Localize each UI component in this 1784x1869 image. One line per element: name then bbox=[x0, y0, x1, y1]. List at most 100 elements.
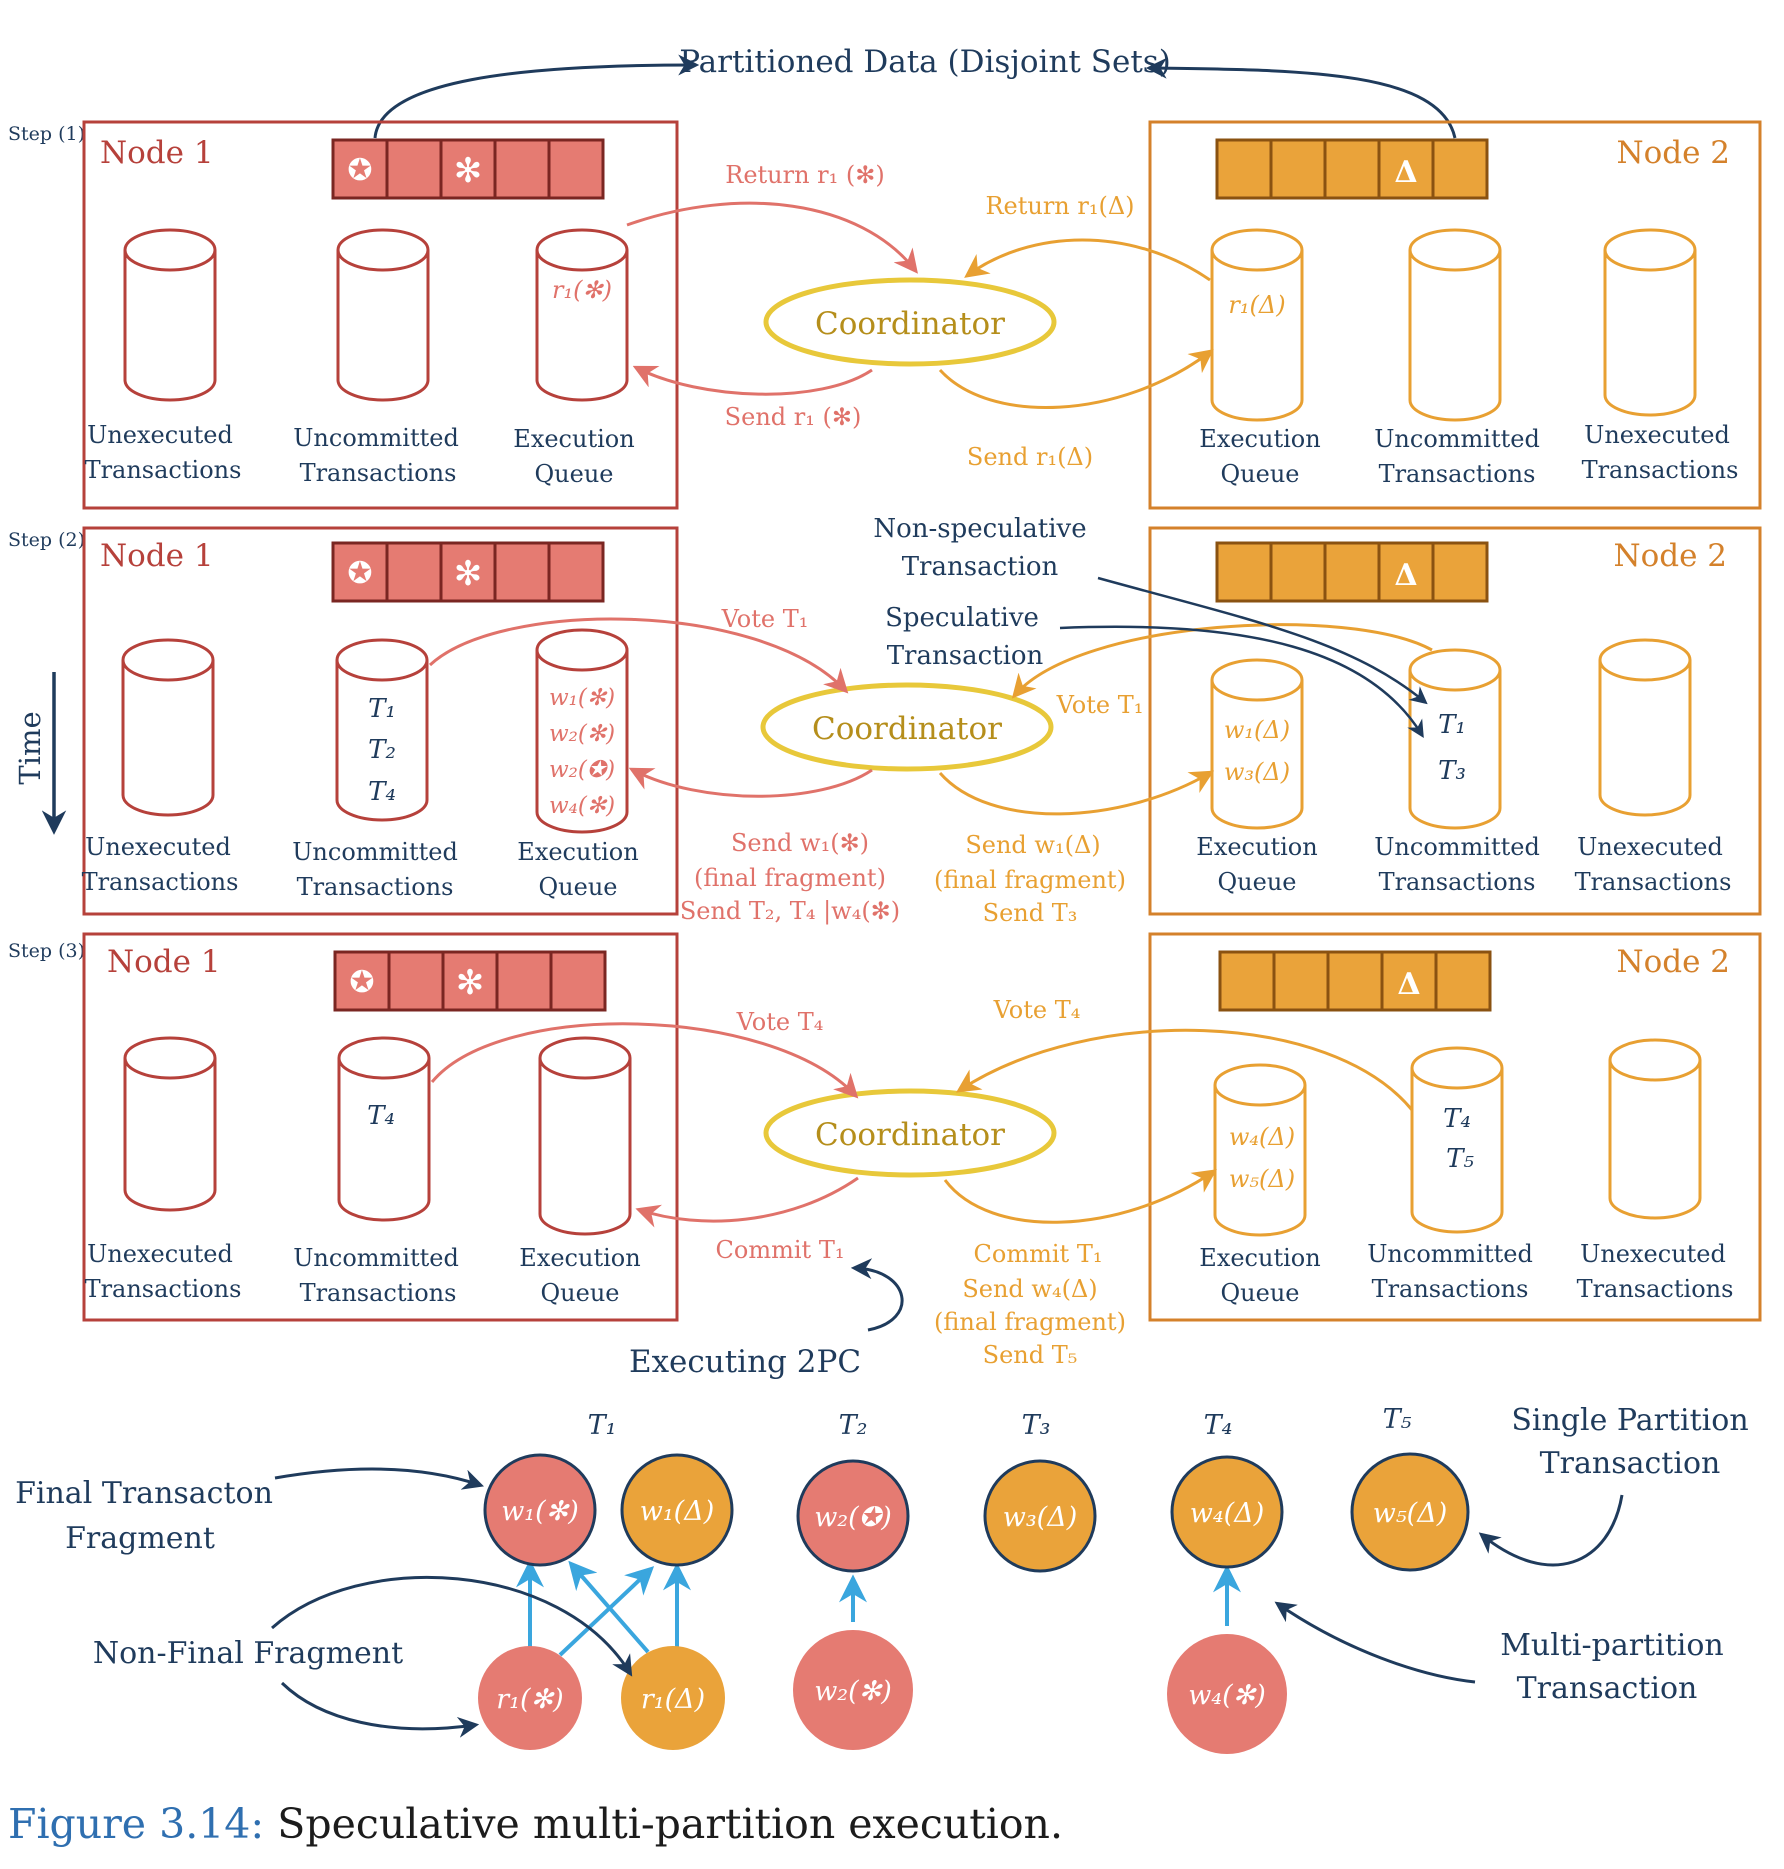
uncommitted-label-2: Transactions bbox=[300, 459, 457, 487]
queue-label-2: Queue bbox=[1218, 868, 1297, 896]
unexecuted-label-2: Transactions bbox=[82, 868, 239, 896]
coordinator-label: Coordinator bbox=[815, 306, 1005, 342]
unexecuted-label-2: Transactions bbox=[1577, 1275, 1734, 1303]
arrow-coord-to-n2 bbox=[938, 349, 1214, 410]
queue-label-2: Queue bbox=[541, 1279, 620, 1307]
nonfinal-fragment-w4-ast: w₄(✻) bbox=[1167, 1634, 1287, 1754]
node1-uncommitted-cylinder bbox=[337, 1036, 431, 1222]
uncommitted-item: T₃ bbox=[1438, 756, 1466, 786]
unexecuted-label-1: Unexecuted bbox=[1577, 833, 1723, 861]
node2-unexecuted-cylinder bbox=[1608, 1038, 1702, 1220]
node1-uncommitted-cylinder bbox=[335, 638, 429, 822]
node2-queue-cylinder bbox=[1210, 228, 1304, 422]
node1-label: Node 1 bbox=[100, 538, 214, 574]
arrow-n2-to-coord bbox=[964, 238, 1211, 282]
uncommitted-label-2: Transactions bbox=[1379, 460, 1536, 488]
dep-arrow bbox=[568, 1560, 650, 1654]
queue-label-2: Queue bbox=[539, 873, 618, 901]
msg-n1-to-coord: Vote T₁ bbox=[721, 605, 809, 633]
final-fragment-w3-delta: w₃(Δ) bbox=[983, 1459, 1097, 1573]
msg-coord-to-n1: Send r₁ (✻) bbox=[725, 403, 862, 431]
uncommitted-label-1: Uncommitted bbox=[293, 424, 459, 452]
fragment-graph: T₁ T₂ T₃ T₄ T₅ w₁(✻) w₁(Δ) w₂(✪) w₃(Δ) bbox=[15, 1403, 1749, 1754]
arrow-nonfinal-to-r1ast bbox=[280, 1681, 480, 1738]
svg-text:w₁(✻): w₁(✻) bbox=[501, 1496, 579, 1527]
node2-queue-cylinder bbox=[1213, 1063, 1307, 1237]
uncommitted-item: T₅ bbox=[1446, 1144, 1474, 1174]
queue-label-2: Queue bbox=[535, 460, 614, 488]
asterisk-icon: ✻ bbox=[456, 963, 485, 1003]
node2-uncommitted-cylinder bbox=[1408, 648, 1502, 830]
uncommitted-item: T₂ bbox=[368, 735, 396, 765]
asterisk-icon: ✻ bbox=[454, 151, 483, 191]
uncommitted-label-1: Uncommitted bbox=[1367, 1240, 1533, 1268]
node2-unexecuted-cylinder bbox=[1598, 638, 1692, 817]
uncommitted-label-1: Uncommitted bbox=[293, 1244, 459, 1272]
tx-label: T₂ bbox=[839, 1410, 868, 1441]
final-label-1: Final Transacton bbox=[15, 1476, 273, 1511]
arrow-multi-label bbox=[1274, 1601, 1476, 1684]
uncommitted-item: T₁ bbox=[368, 694, 396, 724]
diagram: Partitioned Data (Disjoint Sets) Time St… bbox=[8, 44, 1762, 1754]
queue-label-1: Execution bbox=[1199, 425, 1320, 453]
delta-icon: Δ bbox=[1397, 967, 1420, 1002]
step-label: Step (1) bbox=[8, 123, 85, 145]
uncommitted-label-1: Uncommitted bbox=[1374, 833, 1540, 861]
msg-coord-to-n2: Send w₄(Δ) bbox=[962, 1275, 1097, 1303]
unexecuted-label-1: Unexecuted bbox=[1584, 421, 1730, 449]
arrow-coord-to-n1 bbox=[635, 1176, 859, 1228]
arrow-n1-to-coord bbox=[428, 617, 849, 694]
title-arrow-right bbox=[1145, 57, 1457, 139]
msg-coord-to-n1: Send T₂, T₄ |w₄(✻) bbox=[680, 897, 900, 926]
figure-caption-text: Speculative multi-partition execution. bbox=[277, 1800, 1063, 1848]
node2-box bbox=[1148, 932, 1762, 1322]
msg-coord-to-n2: (final fragment) bbox=[934, 1308, 1126, 1336]
arrow-single-label bbox=[1478, 1494, 1624, 1567]
queue-label-2: Queue bbox=[1221, 1279, 1300, 1307]
uncommitted-label-2: Transactions bbox=[300, 1279, 457, 1307]
node2-label: Node 2 bbox=[1616, 944, 1730, 980]
svg-text:r₁(Δ): r₁(Δ) bbox=[641, 1684, 705, 1715]
dep-arrow bbox=[558, 1566, 655, 1657]
arrow-coord-to-n1 bbox=[632, 365, 873, 396]
msg-coord-to-n2: Commit T₁ bbox=[974, 1240, 1103, 1268]
node2-label: Node 2 bbox=[1616, 135, 1730, 171]
delta-icon: Δ bbox=[1394, 558, 1417, 593]
nonfinal-fragment-w2-ast: w₂(✻) bbox=[793, 1630, 913, 1750]
node1-box bbox=[82, 932, 679, 1322]
coordinator-label: Coordinator bbox=[815, 1117, 1005, 1153]
unexecuted-label-2: Transactions bbox=[1582, 456, 1739, 484]
time-label: Time bbox=[13, 711, 47, 784]
figure-caption: Figure 3.14: Speculative multi-partition… bbox=[8, 1800, 1208, 1848]
title-arrow-left bbox=[373, 54, 700, 139]
final-fragment-w5-delta: w₅(Δ) bbox=[1350, 1452, 1470, 1572]
tx-label: T₁ bbox=[588, 1410, 617, 1441]
msg-coord-to-n2: Send T₅ bbox=[983, 1341, 1078, 1369]
queue-item: w₂(✪) bbox=[549, 757, 615, 783]
nonfinal-label: Non-Final Fragment bbox=[93, 1636, 403, 1671]
annot-spec-2: Transaction bbox=[887, 641, 1044, 671]
final-fragment-w2-star: w₂(✪) bbox=[796, 1459, 910, 1573]
node1-unexecuted-cylinder bbox=[123, 228, 217, 402]
node1-partition-bar: ✪ ✻ bbox=[331, 138, 605, 200]
arrow-coord-to-n1 bbox=[628, 767, 873, 798]
annot-spec-1: Speculative bbox=[885, 603, 1039, 633]
uncommitted-item: T₄ bbox=[1443, 1104, 1471, 1134]
node1-label: Node 1 bbox=[107, 944, 221, 980]
queue-item: w₅(Δ) bbox=[1229, 1165, 1295, 1193]
queue-item: w₁(Δ) bbox=[1224, 716, 1290, 744]
tx-label: T₄ bbox=[1204, 1410, 1233, 1441]
node2-uncommitted-cylinder bbox=[1408, 228, 1502, 422]
star-icon: ✪ bbox=[349, 965, 374, 1000]
node2-box bbox=[1148, 120, 1762, 510]
svg-text:w₅(Δ): w₅(Δ) bbox=[1373, 1498, 1448, 1529]
svg-text:w₁(Δ): w₁(Δ) bbox=[640, 1496, 715, 1527]
title: Partitioned Data (Disjoint Sets) bbox=[679, 44, 1171, 80]
step-3: Step (3) Node 1 Node 2 ✪ ✻ Δ bbox=[8, 932, 1762, 1380]
multi-label-1: Multi-partition bbox=[1500, 1628, 1724, 1663]
msg-n2-to-coord: Vote T₄ bbox=[993, 996, 1081, 1024]
queue-item: r₁(✻) bbox=[552, 276, 612, 304]
node1-box bbox=[82, 120, 679, 510]
annot-nonspec-1: Non-speculative bbox=[873, 514, 1086, 544]
node1-unexecuted-cylinder bbox=[121, 638, 215, 817]
